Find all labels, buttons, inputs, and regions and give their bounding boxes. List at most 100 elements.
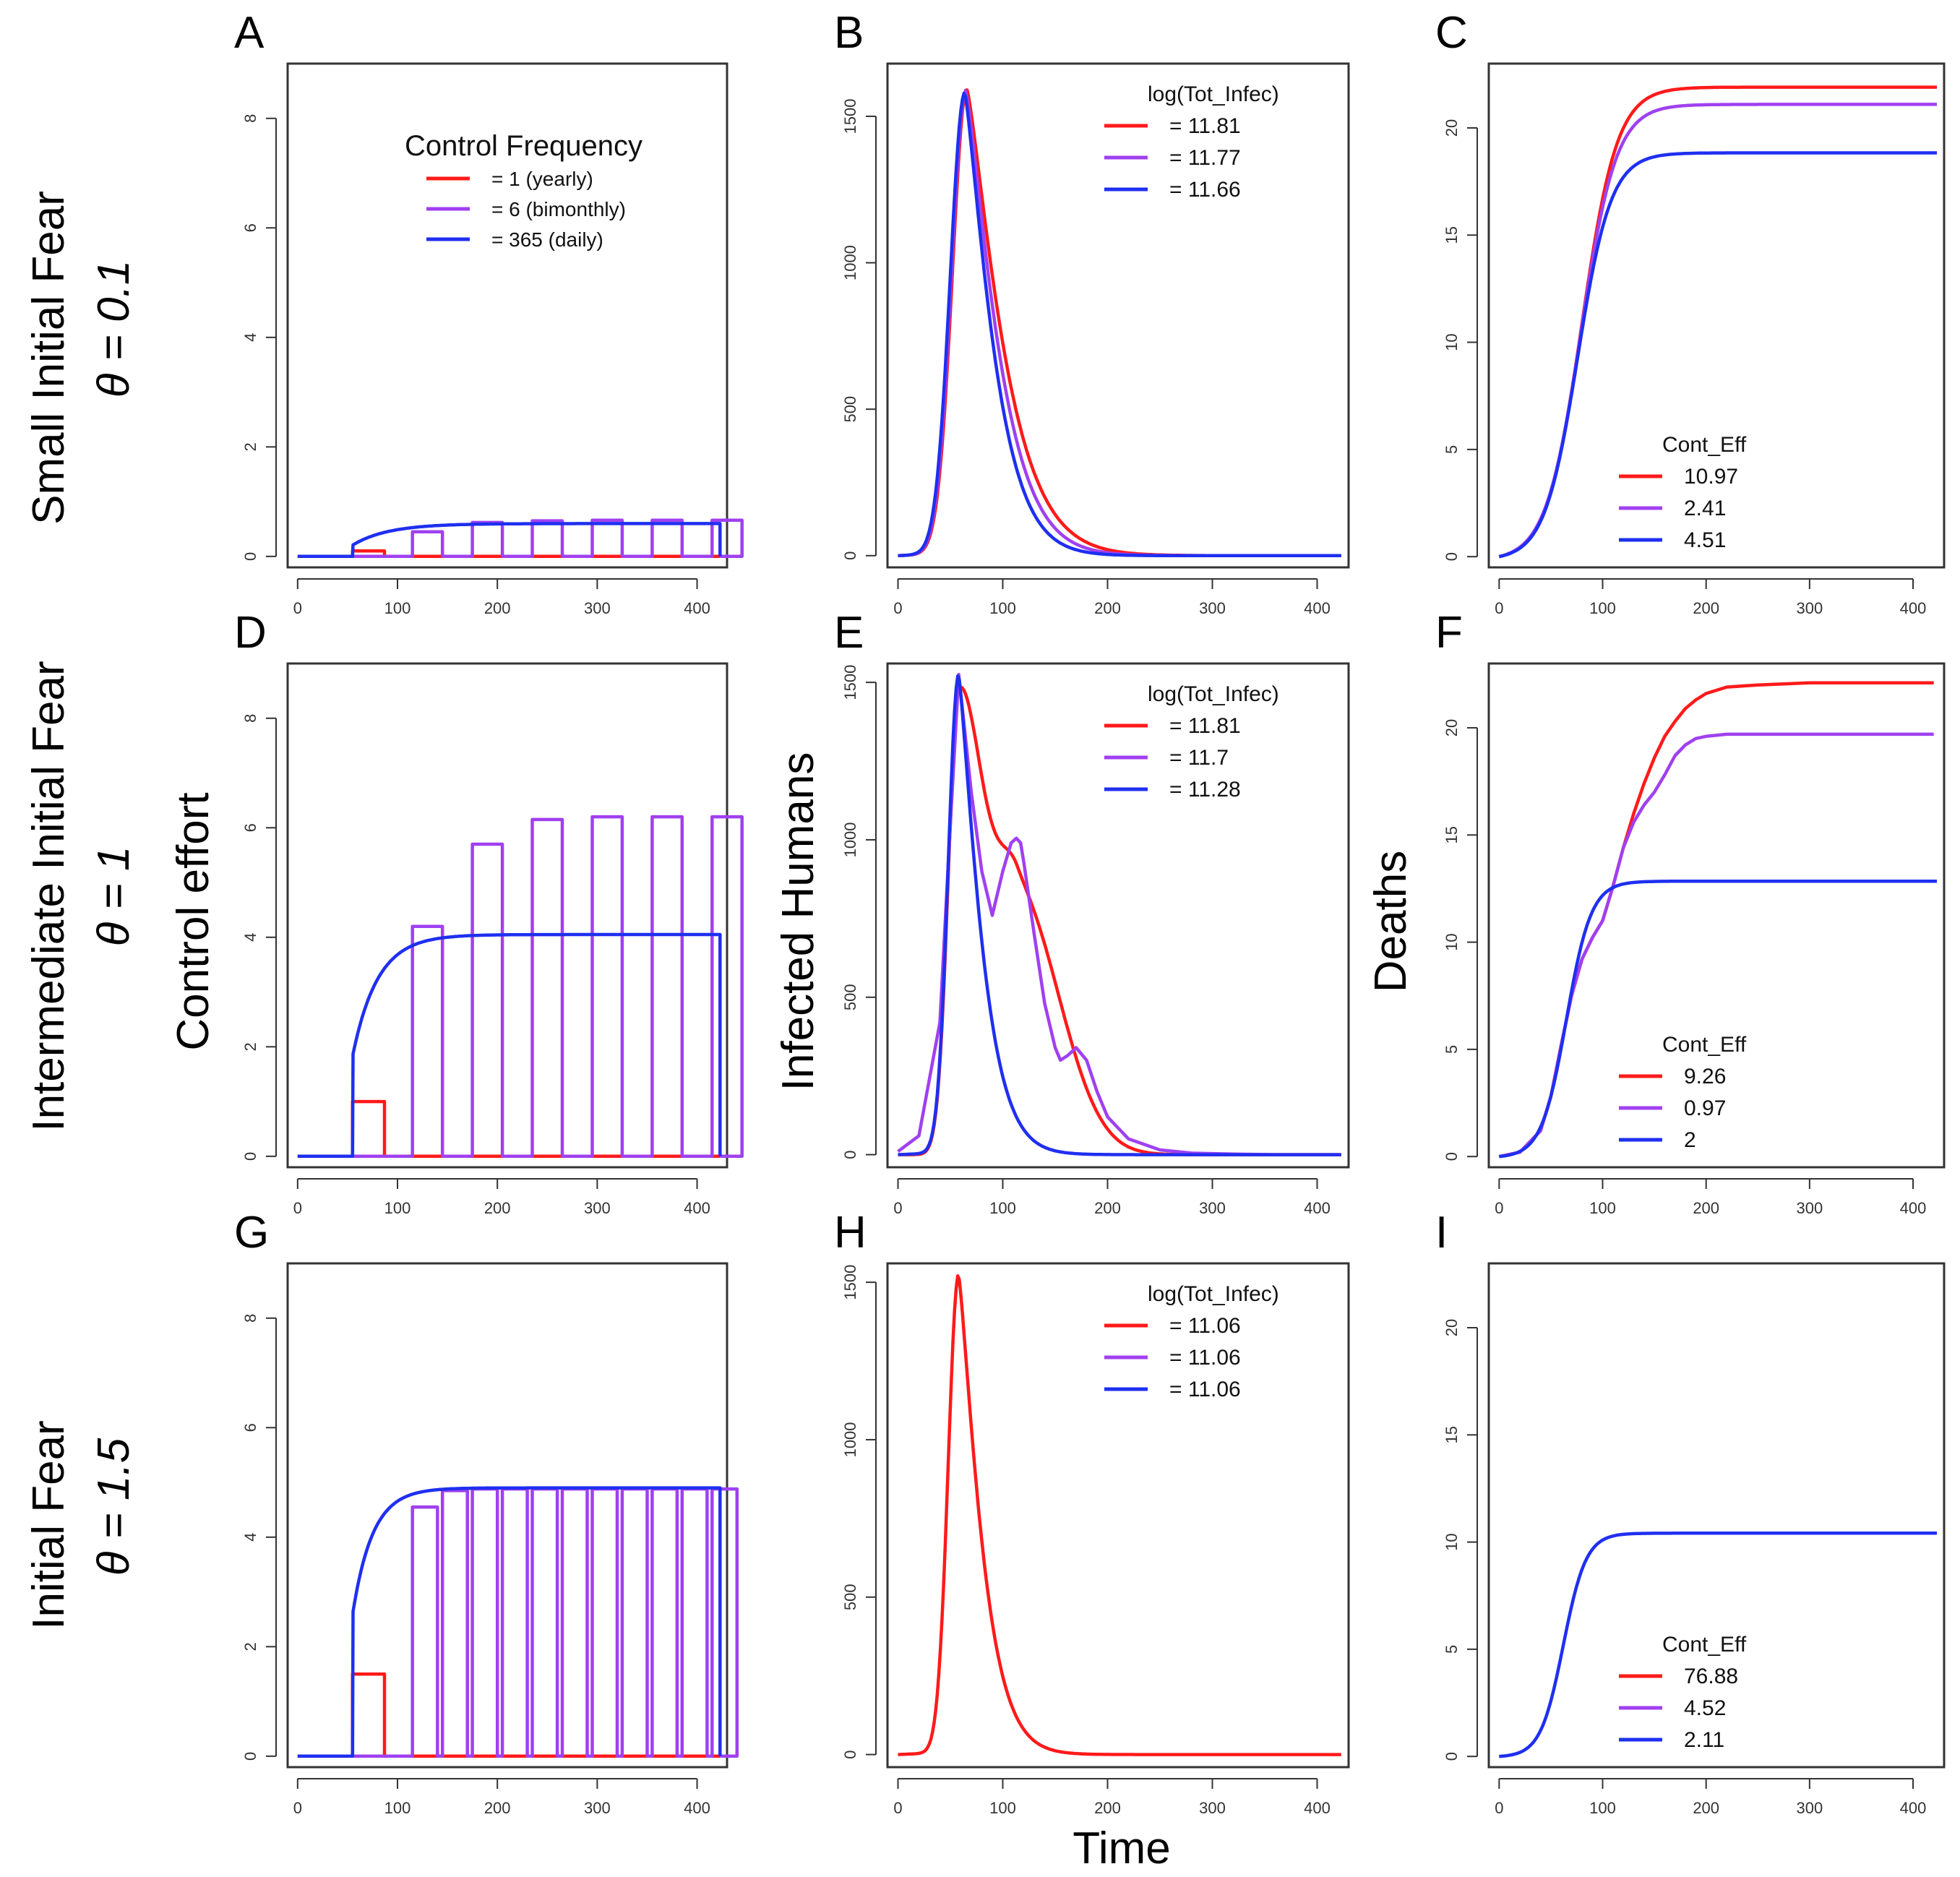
legend-entry-B-0: = 11.81 — [1169, 114, 1241, 138]
legend-E: log(Tot_Infec) = 11.81 = 11.7 = 11.28 — [1104, 682, 1279, 802]
x-tick-label-G-2: 200 — [484, 1799, 511, 1817]
panel-letter-H: H — [834, 1208, 867, 1258]
series-G-0 — [297, 1672, 721, 1758]
x-tick-label-E-0: 0 — [893, 1199, 902, 1217]
y-tick-label-B-0: 0 — [841, 551, 859, 560]
series-I-0 — [1499, 1532, 1938, 1758]
legend-entry-I-2: 2.11 — [1684, 1728, 1724, 1752]
legend-entry-H-1: = 11.06 — [1169, 1346, 1241, 1370]
y-tick-label-F-2: 10 — [1443, 933, 1461, 950]
legend-entry-E-2: = 11.28 — [1169, 778, 1241, 802]
legend-H: log(Tot_Infec) = 11.06 = 11.06 = 11.06 — [1104, 1282, 1279, 1401]
y-tick-label-I-3: 15 — [1443, 1426, 1461, 1443]
y-tick-label-F-1: 5 — [1443, 1045, 1461, 1054]
x-tick-label-H-2: 200 — [1094, 1799, 1121, 1817]
x-axis-label-time: Time — [1073, 1824, 1170, 1873]
legend-title-F: Cont_Eff — [1662, 1033, 1747, 1057]
x-tick-label-A-2: 200 — [484, 599, 511, 617]
series-D-1 — [297, 815, 744, 1159]
y-tick-label-H-1: 500 — [841, 1584, 859, 1610]
series-B-1 — [898, 89, 1341, 558]
panel-C: C 0 100 200 300 400 0 5 10 15 20 Cont_Eff 10.97 2.41 4… — [1435, 8, 1946, 617]
x-tick-label-I-4: 400 — [1900, 1799, 1927, 1817]
x-tick-label-C-2: 200 — [1693, 599, 1719, 617]
legend-title-I: Cont_Eff — [1662, 1633, 1747, 1657]
y-tick-label-F-3: 15 — [1443, 826, 1461, 843]
row-label-1-line1: Small Initial Fear — [24, 191, 74, 525]
legend-entry-I-0: 76.88 — [1684, 1665, 1738, 1688]
panel-letter-I: I — [1435, 1208, 1448, 1258]
panel-F: F 0 100 200 300 400 0 5 10 15 20 Cont_Eff 9.26 0.97 2 — [1435, 608, 1946, 1217]
x-tick-label-B-3: 300 — [1199, 599, 1226, 617]
legend-entry-E-0: = 11.81 — [1169, 714, 1241, 738]
y-tick-label-A-0: 0 — [241, 552, 259, 561]
legend-entry-B-2: = 11.66 — [1169, 178, 1241, 202]
x-tick-label-F-2: 200 — [1693, 1199, 1719, 1217]
y-tick-label-I-0: 0 — [1443, 1752, 1461, 1761]
column-label-infected-humans: Infected Humans — [773, 752, 823, 1091]
y-tick-label-C-2: 10 — [1443, 333, 1461, 351]
y-tick-label-G-4: 8 — [241, 1314, 259, 1323]
legend-entry-C-2: 4.51 — [1684, 528, 1726, 552]
y-tick-label-G-1: 2 — [241, 1642, 259, 1651]
column-label-deaths: Deaths — [1366, 851, 1416, 992]
series-A-1 — [297, 518, 744, 559]
y-tick-label-D-0: 0 — [241, 1152, 259, 1161]
x-tick-label-E-1: 100 — [989, 1199, 1016, 1217]
y-tick-label-D-2: 4 — [241, 933, 259, 942]
panel-letter-B: B — [834, 8, 864, 58]
panel-I-frame — [1487, 1262, 1946, 1769]
legend-A: Control Frequency = 1 (yearly) = 6 (bimont… — [405, 130, 642, 251]
x-tick-label-G-1: 100 — [384, 1799, 411, 1817]
legend-title-B: log(Tot_Infec) — [1148, 82, 1279, 106]
legend-entry-H-0: = 11.06 — [1169, 1314, 1241, 1338]
x-tick-label-H-3: 300 — [1199, 1799, 1226, 1817]
panel-E: E 0 100 200 300 400 0 500 1000 1500 log(Tot_Infec)… — [834, 608, 1350, 1217]
x-tick-label-I-0: 0 — [1495, 1799, 1503, 1817]
x-tick-label-D-4: 400 — [684, 1199, 710, 1217]
y-tick-label-A-3: 6 — [241, 223, 259, 232]
legend-F: Cont_Eff 9.26 0.97 2 — [1619, 1033, 1747, 1152]
x-tick-label-D-3: 300 — [584, 1199, 611, 1217]
x-tick-label-C-1: 100 — [1589, 599, 1616, 617]
x-tick-label-H-0: 0 — [893, 1799, 902, 1817]
legend-entry-A-0: = 1 (yearly) — [491, 168, 593, 190]
x-tick-label-G-3: 300 — [584, 1799, 611, 1817]
panel-letter-G: G — [234, 1208, 269, 1258]
legend-entry-A-2: = 365 (daily) — [491, 228, 603, 251]
series-D-2 — [297, 932, 722, 1159]
x-tick-label-D-0: 0 — [293, 1199, 302, 1217]
legend-title-A: Control Frequency — [405, 130, 642, 162]
x-tick-label-D-2: 200 — [484, 1199, 511, 1217]
row-label-1-line2: θ = 0.1 — [89, 260, 139, 398]
panel-I: I 0 100 200 300 400 0 5 10 15 20 Cont_Eff 76.88 4.52 2… — [1435, 1208, 1946, 1817]
x-tick-label-F-3: 300 — [1797, 1199, 1823, 1217]
row-label-2-line1: Intermediate Initial Fear — [24, 661, 74, 1131]
series-C-2 — [1498, 151, 1938, 559]
y-tick-label-B-2: 1000 — [841, 245, 859, 280]
y-tick-label-I-1: 5 — [1443, 1645, 1461, 1654]
y-tick-label-C-3: 15 — [1443, 226, 1461, 244]
x-tick-label-D-1: 100 — [384, 1199, 411, 1217]
y-tick-label-I-4: 20 — [1443, 1319, 1461, 1336]
legend-entry-H-2: = 11.06 — [1169, 1378, 1241, 1401]
legend-I: Cont_Eff 76.88 4.52 2.11 — [1619, 1633, 1747, 1752]
panel-letter-F: F — [1435, 608, 1463, 658]
legend-entry-I-1: 4.52 — [1684, 1696, 1726, 1720]
x-tick-label-H-1: 100 — [989, 1799, 1016, 1817]
panel-G: G 0 100 200 300 400 0 2 4 6 8 — [234, 1208, 739, 1817]
x-tick-label-A-3: 300 — [584, 599, 611, 617]
x-tick-label-C-4: 400 — [1900, 599, 1927, 617]
panel-H-frame — [886, 1262, 1350, 1769]
panel-E-frame — [886, 662, 1350, 1169]
y-tick-label-H-2: 1000 — [841, 1422, 859, 1457]
series-F-1 — [1498, 732, 1934, 1159]
x-tick-label-B-1: 100 — [989, 599, 1016, 617]
column-label-control-effort: Control effort — [168, 792, 218, 1050]
panel-G-frame — [286, 1262, 728, 1769]
x-tick-label-B-4: 400 — [1304, 599, 1331, 617]
y-tick-label-A-2: 4 — [241, 333, 259, 342]
y-tick-label-A-1: 2 — [241, 442, 259, 451]
series-G-1 — [297, 1487, 739, 1758]
x-tick-label-E-4: 400 — [1304, 1199, 1331, 1217]
